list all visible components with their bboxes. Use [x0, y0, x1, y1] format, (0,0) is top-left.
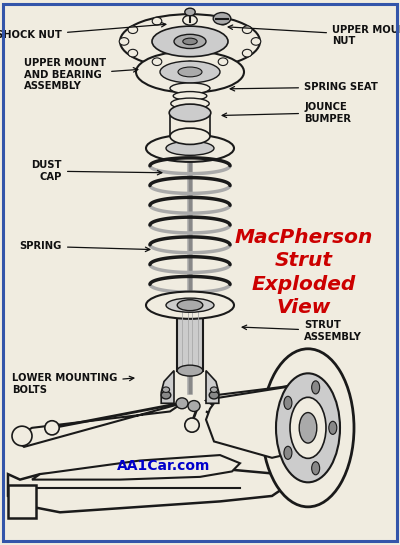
- Ellipse shape: [12, 426, 32, 446]
- Ellipse shape: [284, 396, 292, 409]
- Bar: [170, 113, 210, 136]
- Ellipse shape: [146, 292, 234, 319]
- Ellipse shape: [177, 300, 203, 311]
- Ellipse shape: [290, 397, 326, 458]
- Ellipse shape: [183, 38, 197, 45]
- Ellipse shape: [161, 391, 171, 399]
- Ellipse shape: [136, 51, 244, 93]
- Ellipse shape: [162, 387, 170, 392]
- Polygon shape: [14, 403, 182, 447]
- Ellipse shape: [152, 26, 228, 57]
- Polygon shape: [206, 411, 280, 441]
- Polygon shape: [206, 384, 320, 458]
- Ellipse shape: [45, 421, 59, 435]
- Ellipse shape: [262, 349, 354, 507]
- Text: JOUNCE
BUMPER: JOUNCE BUMPER: [222, 102, 351, 124]
- Ellipse shape: [185, 14, 195, 22]
- Ellipse shape: [152, 17, 162, 25]
- Text: SPRING: SPRING: [20, 241, 150, 252]
- Text: MacPherson
Strut
Exploded
View: MacPherson Strut Exploded View: [235, 228, 373, 317]
- Ellipse shape: [120, 14, 260, 69]
- Ellipse shape: [299, 413, 317, 443]
- Ellipse shape: [242, 49, 252, 57]
- Ellipse shape: [242, 26, 252, 33]
- Ellipse shape: [128, 49, 138, 57]
- Polygon shape: [161, 371, 174, 403]
- Ellipse shape: [251, 38, 261, 45]
- Ellipse shape: [210, 387, 218, 392]
- Ellipse shape: [174, 107, 206, 116]
- Ellipse shape: [119, 38, 129, 45]
- Ellipse shape: [312, 462, 320, 475]
- Polygon shape: [32, 455, 240, 480]
- Text: SPRING SEAT: SPRING SEAT: [230, 82, 378, 92]
- Ellipse shape: [177, 365, 203, 376]
- Ellipse shape: [188, 401, 200, 411]
- Ellipse shape: [185, 8, 195, 16]
- Ellipse shape: [166, 298, 214, 312]
- Text: SHOCK NUT: SHOCK NUT: [0, 22, 166, 40]
- Bar: [177, 305, 203, 371]
- Ellipse shape: [173, 92, 207, 100]
- Text: LOWER MOUNTING
BOLTS: LOWER MOUNTING BOLTS: [12, 373, 134, 395]
- Ellipse shape: [312, 381, 320, 394]
- Polygon shape: [206, 384, 304, 431]
- Ellipse shape: [176, 398, 188, 409]
- Ellipse shape: [146, 135, 234, 162]
- Polygon shape: [206, 371, 219, 403]
- Ellipse shape: [276, 373, 340, 482]
- Ellipse shape: [152, 58, 162, 65]
- Ellipse shape: [170, 83, 210, 94]
- Ellipse shape: [169, 104, 211, 122]
- Ellipse shape: [160, 61, 220, 83]
- Ellipse shape: [178, 67, 202, 77]
- Ellipse shape: [171, 98, 209, 109]
- Text: UPPER MOUNT
NUT: UPPER MOUNT NUT: [228, 25, 400, 46]
- Ellipse shape: [166, 141, 214, 155]
- Ellipse shape: [209, 391, 219, 399]
- Text: UPPER MOUNT
AND BEARING
ASSEMBLY: UPPER MOUNT AND BEARING ASSEMBLY: [24, 58, 138, 91]
- Text: AA1Car.com: AA1Car.com: [117, 459, 211, 473]
- Ellipse shape: [218, 17, 228, 25]
- Ellipse shape: [185, 418, 199, 432]
- Ellipse shape: [218, 58, 228, 65]
- Ellipse shape: [185, 61, 195, 69]
- Ellipse shape: [174, 34, 206, 49]
- Ellipse shape: [183, 15, 197, 25]
- Text: DUST
CAP: DUST CAP: [32, 160, 162, 182]
- Ellipse shape: [213, 13, 231, 25]
- Ellipse shape: [170, 128, 210, 144]
- Ellipse shape: [128, 26, 138, 33]
- Ellipse shape: [329, 421, 337, 434]
- Ellipse shape: [284, 446, 292, 459]
- Bar: [8, 485, 36, 518]
- Text: STRUT
ASSEMBLY: STRUT ASSEMBLY: [242, 320, 362, 342]
- Polygon shape: [8, 469, 288, 512]
